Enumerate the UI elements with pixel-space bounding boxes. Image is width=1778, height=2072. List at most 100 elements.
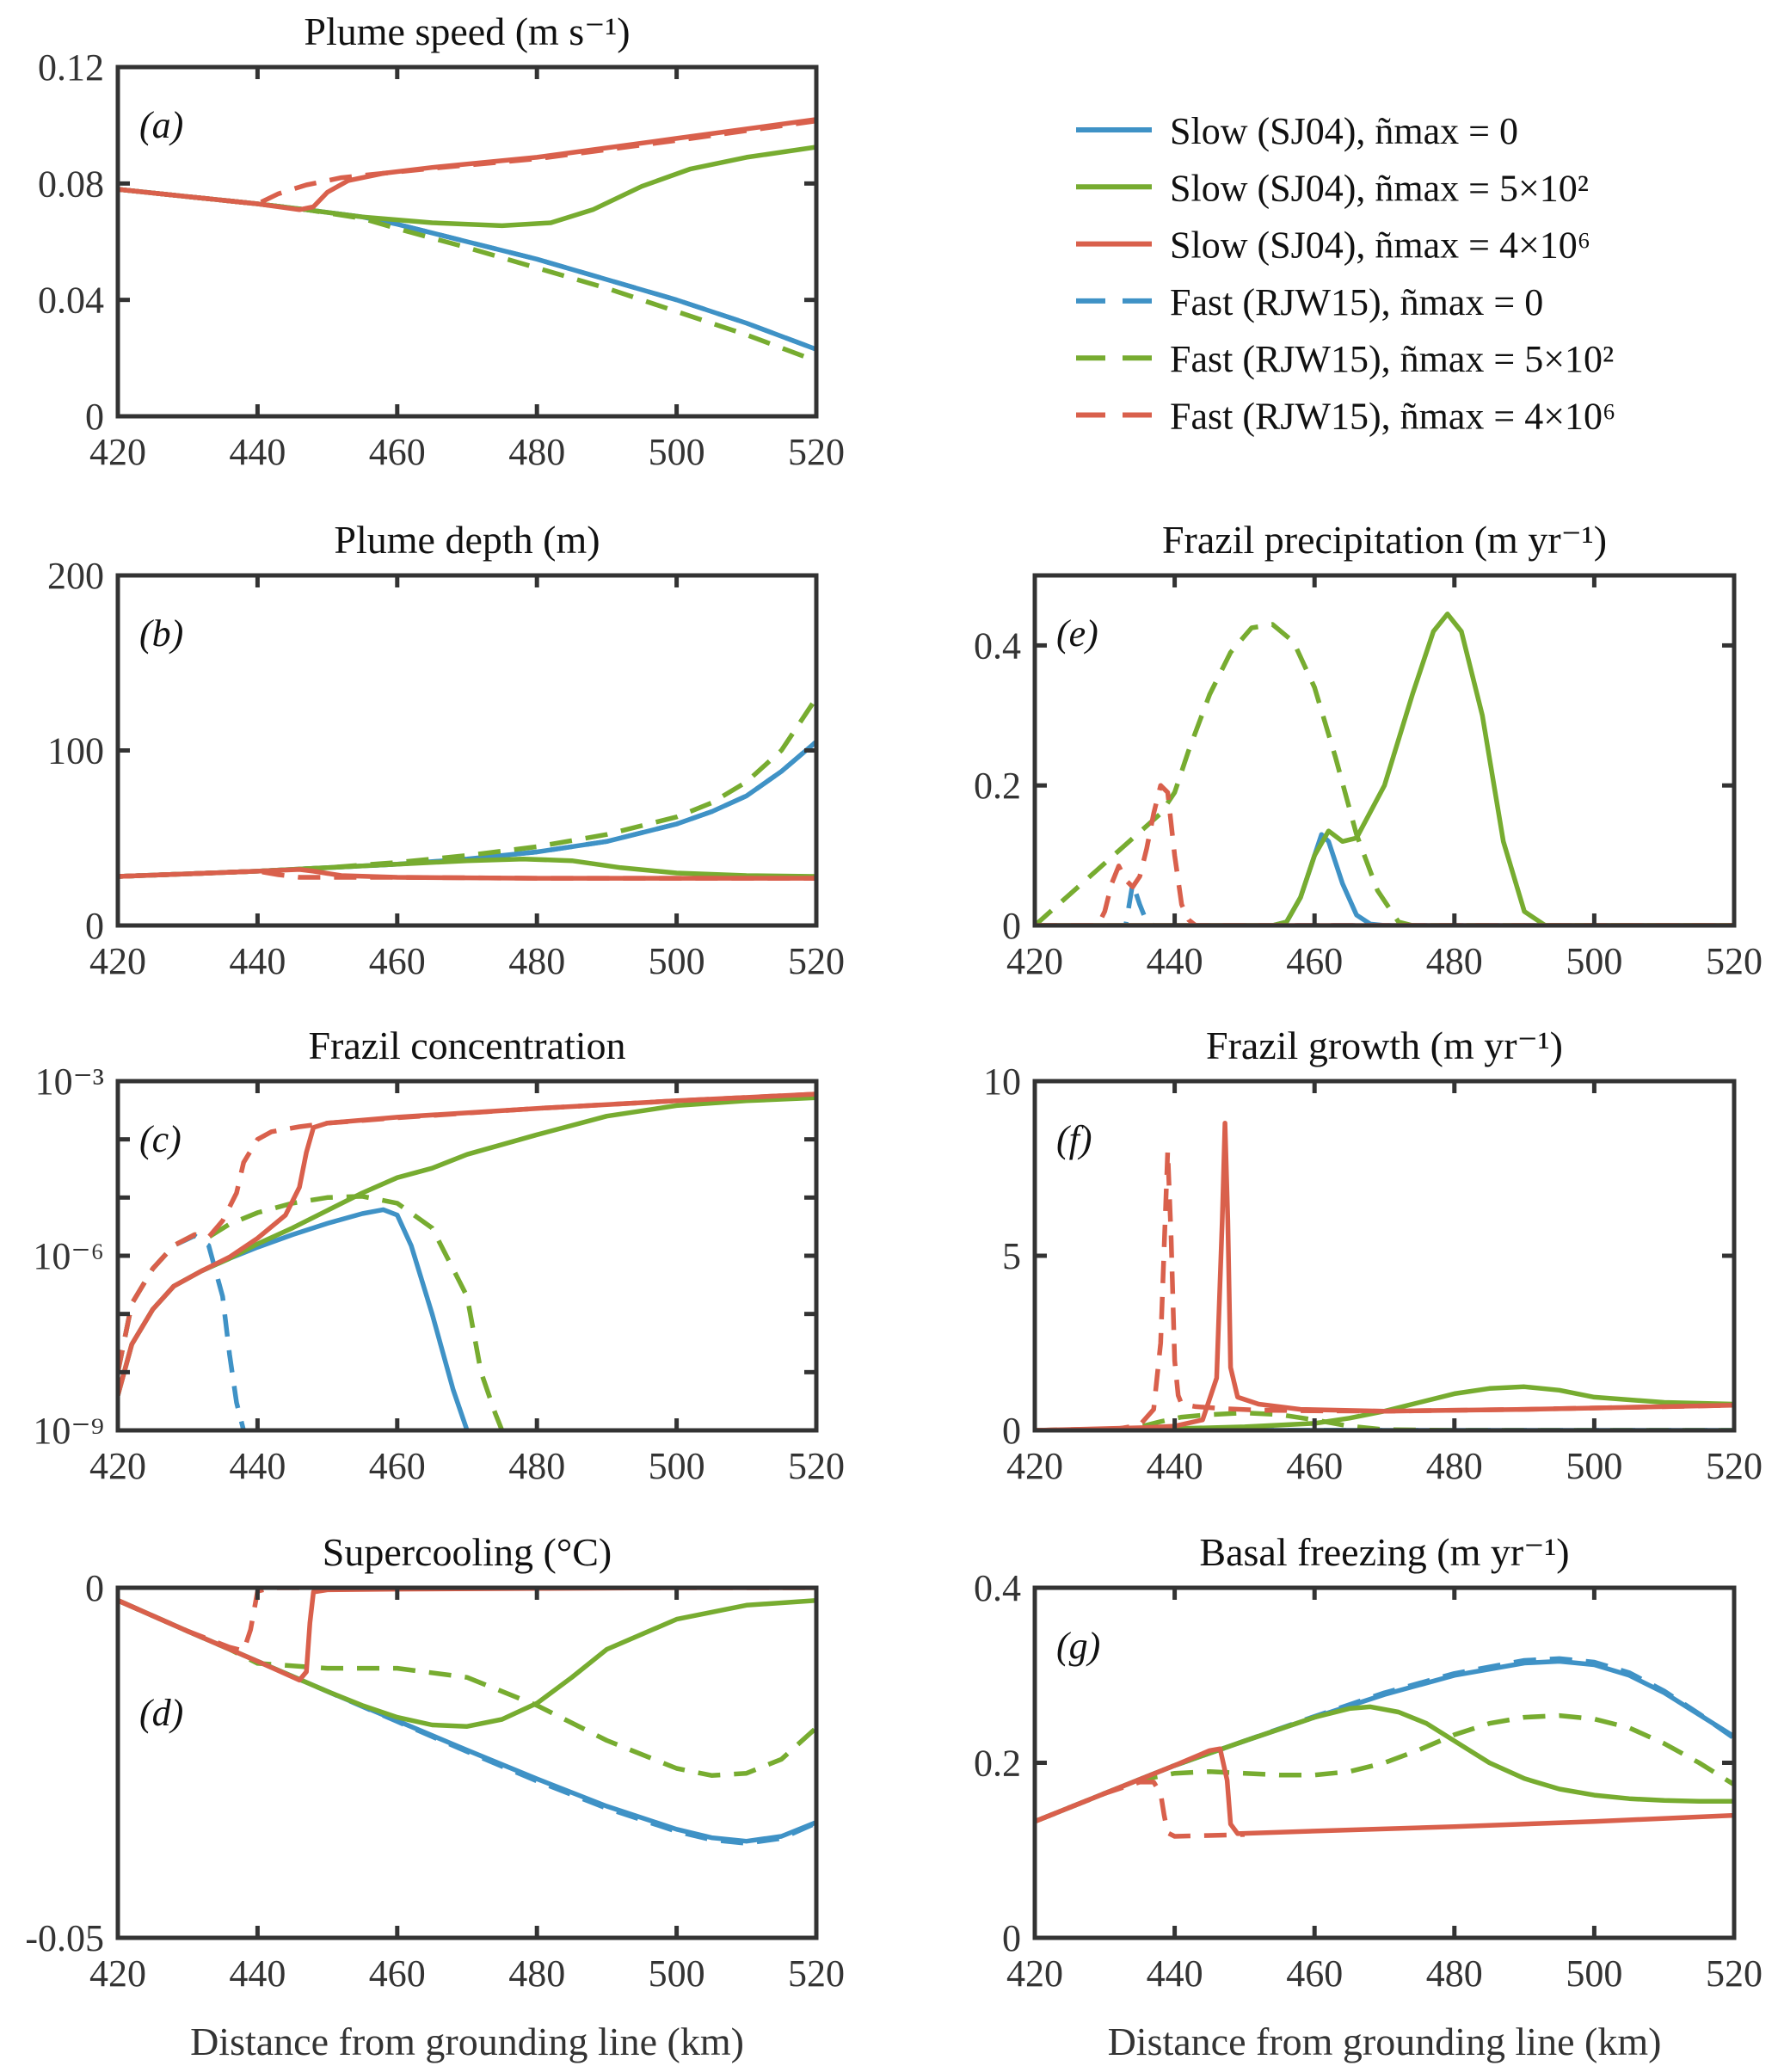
panel-title: Supercooling (°C) xyxy=(323,1530,612,1574)
legend-entry: Fast (RJW15), ñmax = 5×10² xyxy=(1076,338,1614,380)
x-tick-label: 420 xyxy=(89,431,146,473)
x-tick-label: 420 xyxy=(1006,1445,1063,1487)
x-tick-label: 420 xyxy=(1006,940,1063,982)
series-slow-n5e2 xyxy=(1035,612,1734,925)
legend-label: Slow (SJ04), ñmax = 4×10⁶ xyxy=(1170,224,1590,267)
series-group xyxy=(118,1588,816,1846)
y-tick-label: 10⁻⁹ xyxy=(33,1410,104,1452)
y-tick-label: 0.12 xyxy=(38,46,104,89)
x-tick-label: 420 xyxy=(89,1445,146,1487)
legend-label: Fast (RJW15), ñmax = 4×10⁶ xyxy=(1170,396,1615,438)
series-slow-n4e6 xyxy=(118,867,816,881)
series-fast-n4e6 xyxy=(1035,1148,1734,1430)
x-tick-label: 500 xyxy=(649,1445,705,1487)
legend-entry: Slow (SJ04), ñmax = 4×10⁶ xyxy=(1076,224,1590,267)
legend-label: Slow (SJ04), ñmax = 0 xyxy=(1170,110,1518,152)
series-fast-n5e2 xyxy=(1035,622,1734,925)
x-tick-label: 440 xyxy=(1147,1445,1203,1487)
x-tick-label: 480 xyxy=(508,431,565,473)
x-tick-label: 440 xyxy=(229,1952,286,1995)
x-tick-label: 500 xyxy=(649,940,705,982)
y-tick-label: 0 xyxy=(1002,905,1021,947)
panel-tag: (a) xyxy=(139,104,183,146)
panel-title: Plume depth (m) xyxy=(334,518,600,562)
series-slow-n0 xyxy=(118,740,816,879)
x-tick-label: 460 xyxy=(369,1445,426,1487)
series-slow-n4e6 xyxy=(118,1588,816,1683)
panel-g: 420 440 460 480 500 520 0 0.2 0.4 Basal freezing … xyxy=(974,1530,1763,2063)
panel-tag: (c) xyxy=(139,1118,181,1160)
series-slow-n5e2 xyxy=(1035,1704,1734,1824)
y-tick-label: 0.4 xyxy=(974,1567,1021,1609)
panel-title: Basal freezing (m yr⁻¹) xyxy=(1199,1530,1569,1574)
panel-tag: (g) xyxy=(1056,1625,1100,1667)
panel-b: 420 440 460 480 500 520 0 100 200 Plume depth (m)… xyxy=(47,518,845,982)
series-fast-n4e6 xyxy=(1035,783,1734,925)
x-tick-label: 500 xyxy=(649,1952,705,1995)
y-tick-label: 0 xyxy=(1002,1917,1021,1959)
series-slow-n4e6 xyxy=(1035,1746,1734,1836)
y-tick-label: 0 xyxy=(85,905,104,947)
x-tick-label: 440 xyxy=(229,940,286,982)
x-tick-label: 440 xyxy=(229,431,286,473)
series-fast-n5e2 xyxy=(118,187,816,364)
series-fast-n4e6 xyxy=(118,1091,816,1373)
series-slow-n5e2 xyxy=(118,1597,816,1729)
x-tick-label: 480 xyxy=(1426,1445,1483,1487)
y-tick-label: 100 xyxy=(47,730,104,772)
x-tick-label: 440 xyxy=(1147,940,1203,982)
panel-tag: (b) xyxy=(139,612,183,655)
series-group xyxy=(118,696,816,881)
y-tick-label: 10⁻⁶ xyxy=(33,1235,104,1277)
legend-label: Fast (RJW15), ñmax = 0 xyxy=(1170,281,1543,323)
panel-e: 420 440 460 480 500 520 0 0.2 0.4 Frazil precipit… xyxy=(974,518,1763,982)
series-fast-n5e2 xyxy=(1035,1712,1734,1824)
x-tick-label: 500 xyxy=(1566,1952,1622,1995)
x-tick-label: 500 xyxy=(1566,940,1622,982)
panel-f: 420 440 460 480 500 520 0 5 10 Frazil growth (m y… xyxy=(983,1024,1763,1487)
series-group xyxy=(1035,1120,1734,1430)
x-tick-label: 460 xyxy=(1286,1445,1343,1487)
series-slow-n4e6 xyxy=(118,1091,816,1397)
panel-title: Frazil growth (m yr⁻¹) xyxy=(1206,1024,1563,1067)
series-group xyxy=(118,117,816,364)
x-tick-label: 520 xyxy=(1706,1445,1763,1487)
series-group xyxy=(118,1091,816,1430)
x-tick-label: 480 xyxy=(1426,940,1483,982)
x-tick-label: 460 xyxy=(369,940,426,982)
x-tick-label: 480 xyxy=(508,940,565,982)
x-axis-label: Distance from grounding line (km) xyxy=(190,2020,744,2063)
y-tick-label: 0.4 xyxy=(974,624,1021,667)
axes-box xyxy=(1032,1585,1737,1940)
axes-box xyxy=(115,1079,819,1433)
panel-a: 420 440 460 480 500 520 0 0.04 0.08 0.12 Plume spe… xyxy=(38,9,845,473)
x-tick-label: 480 xyxy=(508,1445,565,1487)
x-tick-label: 460 xyxy=(369,1952,426,1995)
legend-entry: Fast (RJW15), ñmax = 0 xyxy=(1076,281,1543,323)
panel-tag: (e) xyxy=(1056,612,1098,655)
x-tick-label: 500 xyxy=(1566,1445,1622,1487)
x-tick-label: 460 xyxy=(369,431,426,473)
axes-box xyxy=(115,65,819,419)
y-tick-label: 0.04 xyxy=(38,280,104,322)
axes-box xyxy=(1032,1079,1737,1433)
x-tick-label: 440 xyxy=(1147,1952,1203,1995)
series-slow-n0 xyxy=(118,187,816,352)
y-tick-label: 0.2 xyxy=(974,1743,1021,1785)
panel-tag: (f) xyxy=(1056,1118,1092,1160)
x-tick-label: 520 xyxy=(1706,1952,1763,1995)
series-slow-n5e2 xyxy=(118,1095,816,1397)
x-tick-label: 520 xyxy=(788,1445,845,1487)
axes-box xyxy=(1032,573,1737,928)
panel-title: Frazil concentration xyxy=(308,1024,625,1067)
y-tick-label: 10 xyxy=(983,1061,1021,1103)
x-axis-label: Distance from grounding line (km) xyxy=(1108,2020,1662,2063)
axes-box xyxy=(115,1585,819,1940)
legend-entry: Fast (RJW15), ñmax = 4×10⁶ xyxy=(1076,396,1615,438)
y-tick-label: 0.08 xyxy=(38,163,104,205)
legend-label: Fast (RJW15), ñmax = 5×10² xyxy=(1170,338,1614,380)
series-group xyxy=(1035,1656,1734,1839)
x-tick-label: 480 xyxy=(508,1952,565,1995)
series-slow-n4e6 xyxy=(1035,1120,1734,1430)
x-tick-label: 520 xyxy=(1706,940,1763,982)
